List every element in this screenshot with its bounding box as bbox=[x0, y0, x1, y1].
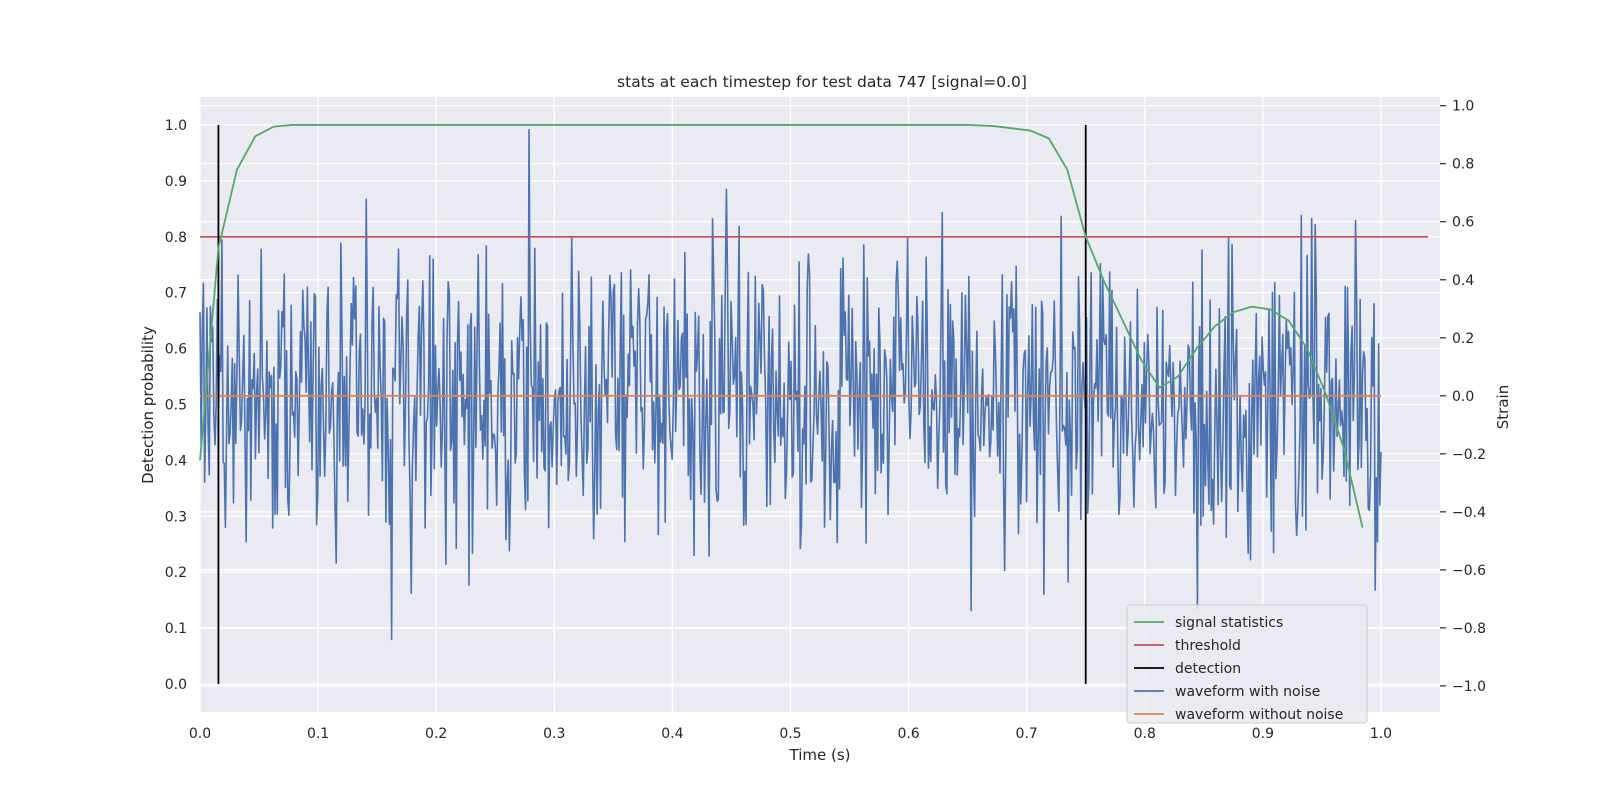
x-tick-label: 0.6 bbox=[897, 726, 919, 742]
x-tick-label: 0.9 bbox=[1252, 726, 1274, 742]
legend-label: detection bbox=[1175, 661, 1241, 677]
y-axis-right: −1.0 −0.8 −0.6 −0.4 −0.2 0.0 0.2 0.4 0.6 0.8 1.0 bbox=[1440, 99, 1486, 695]
y-axis-label: Detection probability bbox=[139, 326, 157, 484]
y-axis-left: 0.0 0.1 0.2 0.3 0.4 0.5 0.6 0.7 0.8 0.9 1.0 bbox=[165, 118, 187, 693]
plot-series bbox=[199, 124, 1429, 685]
x-tick-label: 0.7 bbox=[1016, 726, 1038, 742]
y-tick-label: 0.6 bbox=[165, 342, 187, 358]
y-tick-label: 0.5 bbox=[165, 398, 187, 414]
x-tick-label: 0.0 bbox=[189, 726, 211, 742]
y2-tick-label: 1.0 bbox=[1452, 99, 1474, 115]
legend-label: waveform with noise bbox=[1175, 684, 1320, 700]
legend: signal statistics threshold detection wavef… bbox=[1126, 604, 1368, 724]
x-tick-label: 0.5 bbox=[779, 726, 801, 742]
legend-box bbox=[1126, 604, 1368, 724]
y2-tick-label: 0.4 bbox=[1452, 273, 1474, 289]
y2-tick-label: 0.2 bbox=[1452, 331, 1474, 347]
x-tick-label: 0.8 bbox=[1134, 726, 1156, 742]
legend-label: threshold bbox=[1175, 638, 1241, 654]
series-waveform-with-noise bbox=[199, 128, 1382, 641]
y-tick-label: 0.8 bbox=[165, 230, 187, 246]
x-tick-label: 0.1 bbox=[307, 726, 329, 742]
y-tick-label: 0.3 bbox=[165, 509, 187, 525]
x-tick-label: 0.3 bbox=[543, 726, 565, 742]
y-tick-label: 0.0 bbox=[165, 677, 187, 693]
y2-tick-label: −1.0 bbox=[1452, 679, 1486, 695]
y-tick-label: 0.2 bbox=[165, 565, 187, 581]
y-tick-label: 1.0 bbox=[165, 118, 187, 134]
y2-tick-label: −0.2 bbox=[1452, 447, 1486, 463]
y2-tick-label: −0.8 bbox=[1452, 621, 1486, 637]
y-tick-label: 0.7 bbox=[165, 286, 187, 302]
series-signal-statistics bbox=[199, 124, 1364, 528]
x-axis-label: Time (s) bbox=[789, 746, 851, 764]
legend-label: signal statistics bbox=[1175, 615, 1283, 631]
y2-tick-label: −0.6 bbox=[1452, 563, 1486, 579]
x-tick-label: 0.4 bbox=[661, 726, 683, 742]
y2-tick-label: 0.0 bbox=[1452, 389, 1474, 405]
x-tick-label: 0.2 bbox=[425, 726, 447, 742]
y-tick-label: 0.1 bbox=[165, 621, 187, 637]
chart-title: stats at each timestep for test data 747… bbox=[617, 73, 1027, 91]
y2-tick-label: 0.8 bbox=[1452, 157, 1474, 173]
y2-tick-label: 0.6 bbox=[1452, 215, 1474, 231]
legend-label: waveform without noise bbox=[1175, 707, 1343, 723]
x-tick-label: 1.0 bbox=[1370, 726, 1392, 742]
y2-axis-label: Strain bbox=[1494, 385, 1512, 429]
x-axis: 0.0 0.1 0.2 0.3 0.4 0.5 0.6 0.7 0.8 0.9 1.0 bbox=[189, 726, 1392, 742]
y-tick-label: 0.4 bbox=[165, 453, 187, 469]
y2-tick-label: −0.4 bbox=[1452, 505, 1486, 521]
y-tick-label: 0.9 bbox=[165, 174, 187, 190]
